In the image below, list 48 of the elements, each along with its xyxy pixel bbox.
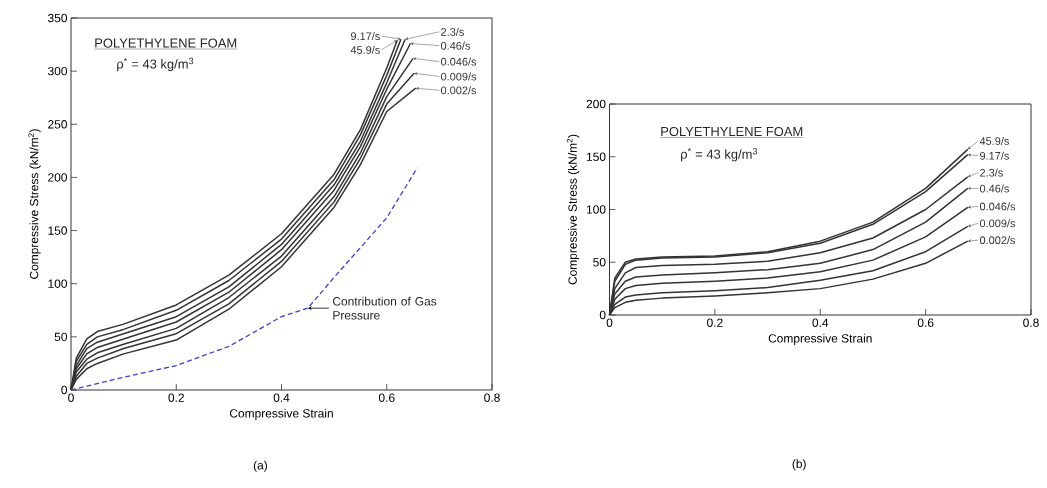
y-tick-label: 0 — [61, 385, 68, 395]
series-label: 45.9/s — [979, 136, 1009, 145]
series-label: 2.3/s — [980, 168, 1003, 177]
y-tick-label: 150 — [586, 152, 606, 161]
text: 0.046/s — [440, 57, 477, 66]
y-tick-label: 50 — [54, 332, 68, 342]
y-axis-title: Compressive Stress (kN/m$^{2}$) — [28, 129, 41, 279]
y-tick-label: 300 — [47, 66, 68, 76]
text: POLYETHYLENE FOAM — [661, 126, 803, 137]
text: POLYETHYLENE FOAM — [95, 38, 237, 48]
y-axis-title: Compressive Stress (kN/m$^{2}$) — [566, 134, 580, 285]
x-tick-label: 0.6 — [917, 318, 934, 327]
y-tick-label: 200 — [586, 99, 606, 109]
series-label: 0.46/s — [979, 184, 1009, 193]
x-axis-title: Compressive Strain — [768, 333, 872, 345]
y-tick-label: 200 — [48, 173, 68, 182]
x-tick-label: 0.4 — [812, 318, 829, 327]
x-tick-label: 0.8 — [1023, 318, 1039, 327]
text: 0.009/s — [440, 72, 477, 81]
x-tick-label: 0 — [606, 318, 613, 327]
annotation: Contribution of Gas Pressure — [332, 296, 437, 320]
series-label: 45.9/s — [350, 45, 380, 54]
text: ρ$^{*}$ = 43 kg/m$^{3}$ — [117, 57, 194, 72]
x-tick-label: 0.8 — [484, 393, 500, 402]
x-tick-label: 0.4 — [273, 393, 290, 402]
y-tick-label: 100 — [48, 279, 68, 288]
x-axis-title: Compressive Strain — [229, 408, 333, 420]
text: 2.3/s — [441, 27, 464, 36]
series-label: 0.002/s — [979, 236, 1016, 245]
y-tick-label: 350 — [47, 13, 68, 23]
x-tick-label: 0.2 — [707, 318, 723, 327]
y-tick-label: 50 — [593, 258, 606, 267]
y-tick-label: 100 — [586, 205, 606, 214]
y-tick-label: 250 — [48, 120, 68, 129]
text: 0.002/s — [440, 86, 477, 95]
y-tick-label: 150 — [48, 226, 68, 235]
y-tick-label: 0 — [599, 310, 606, 320]
x-tick-label: 0 — [68, 393, 74, 402]
series-label: 9.17/s — [980, 151, 1009, 160]
text: (a) — [253, 460, 268, 472]
series-label: 0.046/s — [979, 202, 1016, 211]
text: (b) — [792, 459, 806, 471]
x-tick-label: 0.2 — [168, 393, 184, 402]
series-label: 0.009/s — [979, 219, 1016, 228]
series-label: 9.17/s — [350, 32, 380, 41]
text: 0.46/s — [440, 41, 471, 50]
x-tick-label: 0.6 — [378, 393, 395, 402]
text: ρ$^{*}$ = 43 kg/m$^{3}$ — [681, 147, 758, 162]
